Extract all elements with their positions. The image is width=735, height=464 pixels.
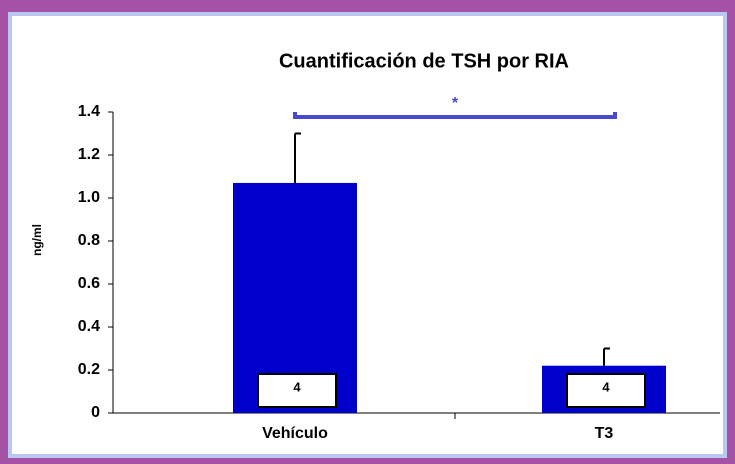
y-tick-label: 0.6: [78, 275, 100, 292]
significance-bracket: [293, 112, 617, 119]
n-box: [566, 373, 646, 408]
x-tick-label: T3: [595, 425, 614, 442]
n-label: 4: [293, 379, 301, 394]
significance-label: *: [452, 95, 459, 112]
chart-title: Cuantificación de TSH por RIA: [279, 50, 569, 72]
n-label: 4: [602, 379, 610, 394]
y-tick-label: 1.4: [78, 103, 100, 120]
y-tick-label: 1.2: [78, 146, 100, 163]
x-tick-label: Vehículo: [262, 425, 328, 442]
y-tick-label: 0: [91, 404, 100, 421]
y-tick-label: 0.2: [78, 361, 100, 378]
n-box: [257, 373, 337, 408]
y-tick-label: 1.0: [78, 189, 100, 206]
y-axis-label: ng/ml: [30, 224, 44, 256]
y-tick-label: 0.4: [78, 318, 100, 335]
y-tick-label: 0.8: [78, 232, 100, 249]
